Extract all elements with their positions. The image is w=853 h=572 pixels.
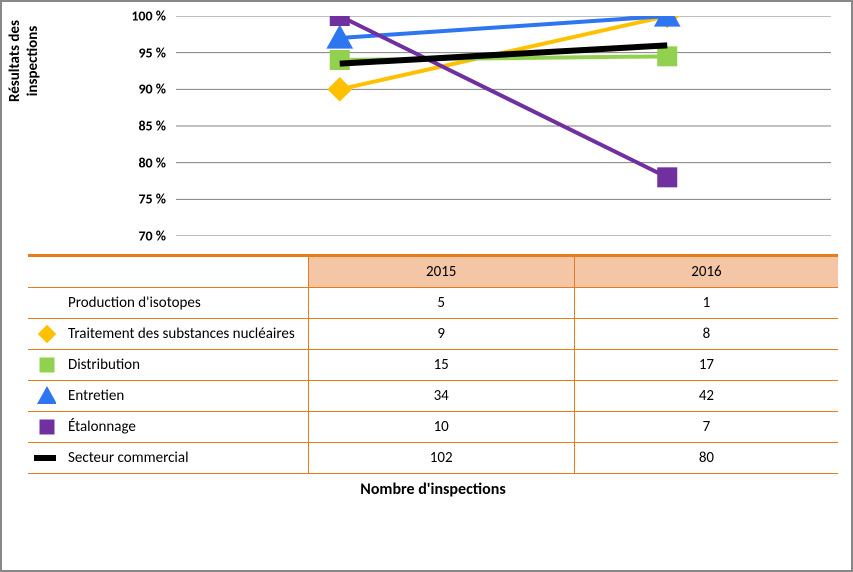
- table-cell: 1: [574, 288, 838, 319]
- legend-marker-icon: [34, 354, 56, 376]
- table-cell: 5: [308, 288, 574, 319]
- row-label-text: Distribution: [68, 356, 140, 374]
- row-label: Production d'isotopes: [28, 288, 308, 319]
- table-header-year-1: 2016: [574, 256, 838, 288]
- y-tick-label: 80 %: [106, 154, 166, 171]
- legend-marker-icon: [34, 323, 56, 345]
- table-cell: 102: [308, 443, 574, 474]
- table-cell: 10: [308, 412, 574, 443]
- table-row: Secteur commercial 10280: [28, 443, 838, 474]
- row-label-text: Production d'isotopes: [68, 294, 201, 312]
- row-label: Traitement des substances nucléaires: [28, 319, 308, 350]
- row-label-text: Secteur commercial: [68, 449, 189, 467]
- y-tick-label: 90 %: [106, 81, 166, 98]
- table-header-blank: [28, 256, 308, 288]
- table-row: Distribution 1517: [28, 350, 838, 381]
- table-cell: 80: [574, 443, 838, 474]
- legend-marker-icon: [34, 447, 56, 469]
- row-label-text: Traitement des substances nucléaires: [68, 325, 295, 343]
- table-header-row: 2015 2016: [28, 256, 838, 288]
- table-cell: 8: [574, 319, 838, 350]
- data-table-area: 2015 2016 Production d'isotopes51Traitem…: [28, 254, 838, 499]
- table-cell: 7: [574, 412, 838, 443]
- table-row: Entretien 3442: [28, 381, 838, 412]
- table-row: Production d'isotopes 51: [28, 288, 838, 319]
- table-row: Traitement des substances nucléaires 98: [28, 319, 838, 350]
- y-tick-label: 100 %: [106, 8, 166, 25]
- table-cell: 34: [308, 381, 574, 412]
- y-tick-label: 85 %: [106, 118, 166, 135]
- table-cell: 42: [574, 381, 838, 412]
- y-tick-label: 70 %: [106, 228, 166, 245]
- table-row: Étalonnage 107: [28, 412, 838, 443]
- row-label-text: Étalonnage: [68, 418, 136, 436]
- legend-marker-icon: [34, 385, 56, 407]
- table-header-year-0: 2015: [308, 256, 574, 288]
- row-label-text: Entretien: [68, 387, 124, 405]
- chart-area: Résultats des inspections 70 %75 %80 %85…: [66, 16, 836, 246]
- legend-marker-icon: [34, 416, 56, 438]
- table-body: Production d'isotopes51Traitement des su…: [28, 288, 838, 474]
- row-label: Secteur commercial: [28, 443, 308, 474]
- row-label: Distribution: [28, 350, 308, 381]
- table-cell: 9: [308, 319, 574, 350]
- x-axis-caption: Nombre d'inspections: [28, 480, 838, 499]
- table-cell: 17: [574, 350, 838, 381]
- y-tick-label: 75 %: [106, 191, 166, 208]
- figure-container: Résultats des inspections 70 %75 %80 %85…: [6, 6, 847, 566]
- line-chart: [176, 16, 831, 236]
- data-table: 2015 2016 Production d'isotopes51Traitem…: [28, 254, 838, 474]
- y-axis-title: Résultats des inspections: [6, 0, 42, 136]
- y-tick-label: 95 %: [106, 44, 166, 61]
- row-label: Entretien: [28, 381, 308, 412]
- row-label: Étalonnage: [28, 412, 308, 443]
- table-cell: 15: [308, 350, 574, 381]
